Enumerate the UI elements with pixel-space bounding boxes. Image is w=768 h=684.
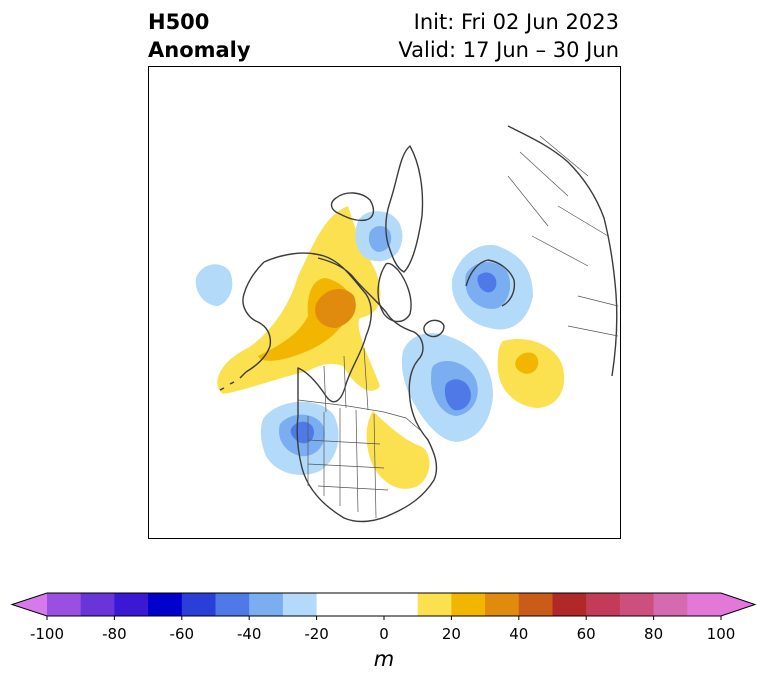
colorbar <box>10 592 757 620</box>
colorbar-band <box>451 593 486 616</box>
colorbar-tick-label: -20 <box>304 625 329 643</box>
colorbar-band <box>47 593 82 616</box>
title-field-type: Anomaly <box>148 38 251 62</box>
colorbar-band <box>552 593 587 616</box>
colorbar-band <box>417 593 452 616</box>
negative-anomaly-siberia-inner <box>477 272 497 293</box>
map-frame <box>148 66 621 539</box>
positive-anomaly-alaska-inner <box>315 289 356 328</box>
positive-anomaly-alaska-outer <box>217 206 381 394</box>
map-title-left: H500 Anomaly <box>148 8 251 64</box>
colorbar-band <box>586 593 621 616</box>
colorbar-band <box>518 593 553 616</box>
europe-coastline <box>507 125 618 377</box>
negative-anomaly-labrador-inner <box>444 379 471 411</box>
colorbar-tick-label: -40 <box>236 625 262 643</box>
canada-province-lines <box>323 347 369 413</box>
colorbar-segments <box>12 593 755 616</box>
anomaly-map <box>148 66 621 539</box>
colorbar-band <box>80 593 115 616</box>
eurasia-borders <box>507 135 619 337</box>
greenland-coastline <box>385 145 424 273</box>
colorbar-band <box>114 593 149 616</box>
colorbar-band <box>485 593 520 616</box>
canada-us-border <box>297 399 421 431</box>
positive-anomaly-atlantic-inner <box>515 352 539 374</box>
colorbar-tick-label: 100 <box>706 625 736 643</box>
title-init-time: Init: Fri 02 Jun 2023 <box>413 10 619 34</box>
colorbar-tick-label: 40 <box>509 625 529 643</box>
colorbar-band <box>316 593 351 616</box>
colorbar-tick-label: 80 <box>644 625 664 643</box>
scandinavia-coastline <box>465 259 516 307</box>
north-america-coastline <box>263 252 438 523</box>
colorbar-band <box>687 593 722 616</box>
negative-anomaly-north-pacific <box>195 264 233 306</box>
colorbar-tick-label: -100 <box>29 625 65 643</box>
map-title-right: Init: Fri 02 Jun 2023 Valid: 17 Jun – 30… <box>398 8 619 64</box>
colorbar-tick-label: 20 <box>441 625 461 643</box>
colorbar-extend-high <box>721 593 755 616</box>
colorbar-tick-label: -60 <box>169 625 195 643</box>
colorbar-band <box>282 593 318 616</box>
colorbar-extend-low <box>12 593 47 616</box>
colorbar-band <box>249 593 284 616</box>
positive-anomaly-great-lakes <box>366 411 430 489</box>
colorbar-band <box>215 593 250 616</box>
colorbar-tick-label: 60 <box>576 625 596 643</box>
us-state-lines <box>307 408 389 519</box>
positive-anomaly-atlantic-outer <box>497 339 565 408</box>
political-borders <box>297 135 619 519</box>
colorbar-tick-label: 0 <box>379 625 389 643</box>
iceland-coastline <box>423 319 445 338</box>
title-variable: H500 <box>148 10 210 34</box>
aleutian-islands <box>219 371 247 391</box>
colorbar-band <box>350 593 419 616</box>
coastlines <box>219 125 618 523</box>
alaska-coastline <box>242 261 272 373</box>
colorbar-unit-label: m <box>373 647 395 671</box>
title-valid-period: Valid: 17 Jun – 30 Jun <box>398 38 619 62</box>
colorbar-band <box>653 593 688 616</box>
baffin-island-coastline <box>377 262 412 323</box>
colorbar-tick-label: -80 <box>102 625 127 643</box>
arctic-archipelago-coastline <box>330 192 375 222</box>
colorbar-band <box>619 593 655 616</box>
colorbar-band <box>181 593 216 616</box>
colorbar-band <box>148 593 183 616</box>
anomaly-shading <box>195 206 565 489</box>
